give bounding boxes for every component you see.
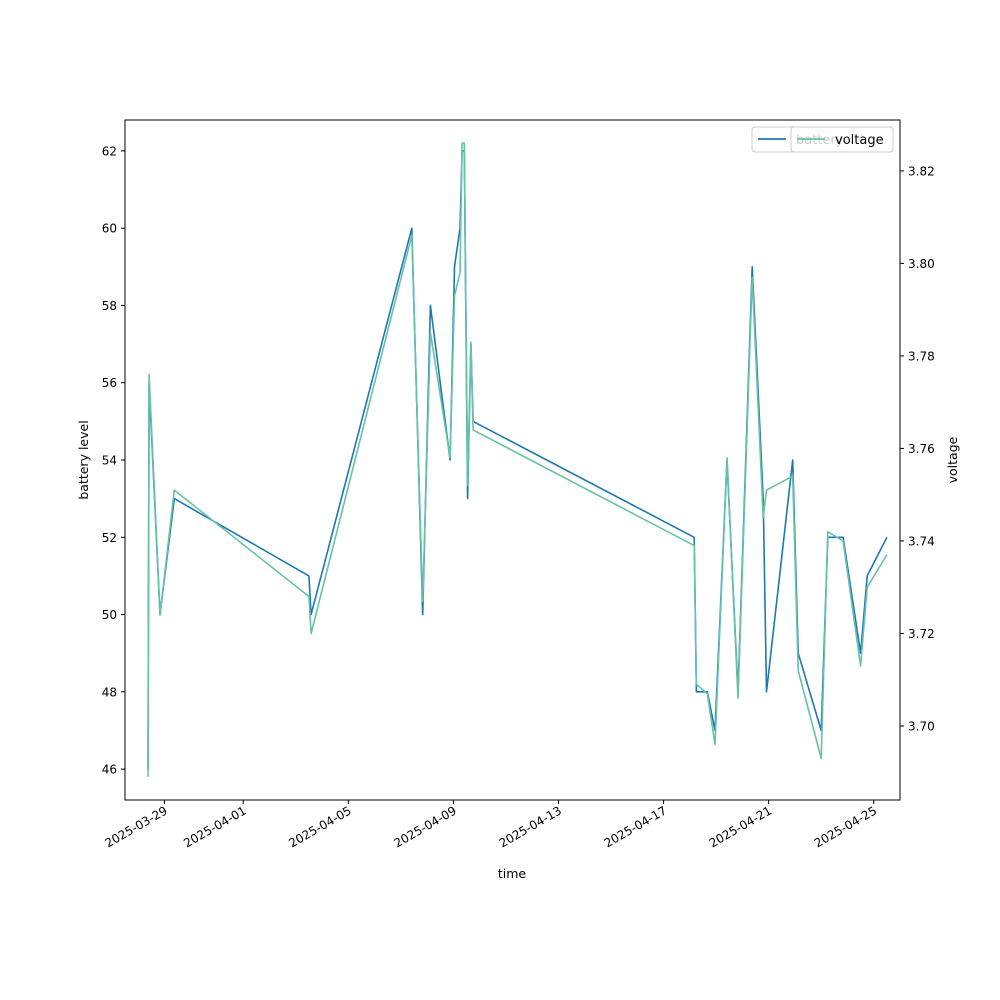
legend-voltage: voltage [790,126,894,153]
legends: batteryvoltage [751,126,894,153]
y-tick-label: 60 [102,222,117,236]
y-tick-label: 50 [102,608,117,622]
legend-frame [790,126,894,153]
series-line-battery [147,150,888,770]
y-tick-label: 54 [102,454,117,468]
y2-tick-label: 3.82 [908,164,935,178]
y2-tick-label: 3.78 [908,349,935,363]
y2-tick-label: 3.80 [908,257,935,271]
plot-area [147,142,888,777]
y-tick-label: 56 [102,376,117,390]
y-tick-label: 52 [102,531,117,545]
y-tick-label: 62 [102,144,117,158]
y-tick-label: 46 [102,763,117,777]
legend-label: voltage [835,133,884,148]
y2-tick-label: 3.70 [908,719,935,733]
y2-axis-label: voltage [945,436,960,483]
y-axis-label: battery level [76,420,91,499]
y-axis-left: 46 48 50 52 54 56 58 60 62 [102,144,125,777]
y2-tick-label: 3.74 [908,534,935,548]
series-line-voltage [147,142,888,777]
y2-tick-label: 3.76 [908,442,935,456]
y-tick-label: 58 [102,299,117,313]
y-axis-right: 3.70 3.72 3.74 3.76 3.78 3.80 3.82 [900,164,935,733]
x-axis-label: time [498,866,527,881]
y-tick-label: 48 [102,685,117,699]
y2-tick-label: 3.72 [908,627,935,641]
